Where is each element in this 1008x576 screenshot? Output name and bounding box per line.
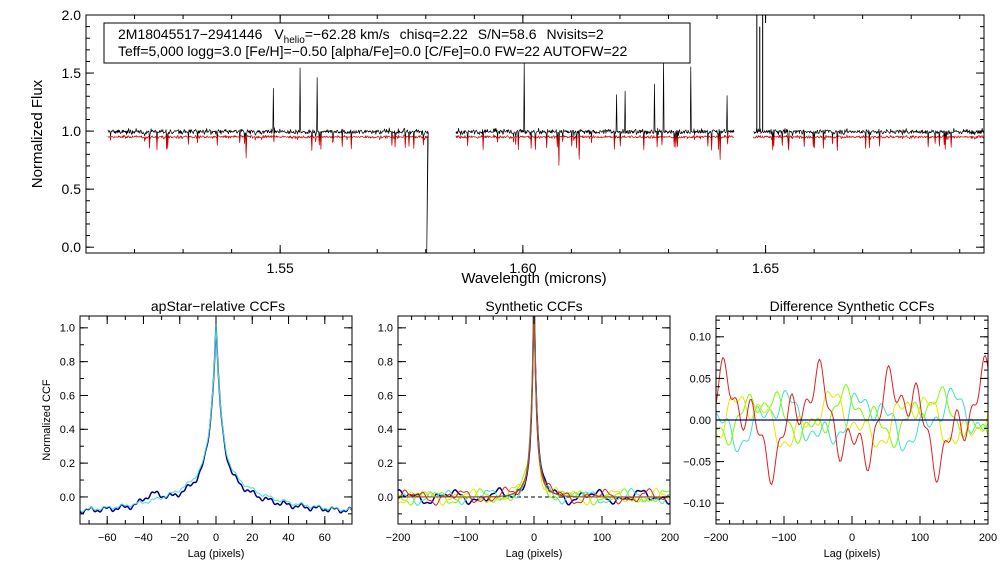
difference-title: Difference Synthetic CCFs [770, 298, 935, 314]
y-tick-label: 0.4 [378, 424, 393, 436]
x-tick-label: −100 [454, 532, 479, 544]
y-tick-label: 0.2 [378, 458, 393, 470]
info-line-2: Teff=5,000 logg=3.0 [Fe/H]=−0.50 [alpha/… [118, 43, 627, 59]
y-tick-label: 0.8 [378, 357, 393, 369]
synthetic-traces [398, 316, 670, 506]
y-tick-label: 0.4 [60, 424, 75, 436]
synthetic-frame [397, 315, 671, 525]
chisq-value: chisq=2.22 [400, 26, 468, 42]
synthetic-ticks: −200 −100 0 100 200 0.0 0.2 0.4 0.6 0.8 1.0 [378, 316, 679, 544]
x-tick-label: 60 [319, 532, 331, 544]
model-spectrum-chip-1 [107, 134, 429, 159]
plot-area [80, 323, 352, 515]
info-box-frame [103, 22, 691, 64]
spectrum-xlabel: Wavelength (microns) [461, 270, 606, 287]
x-tick-label: 0 [849, 532, 855, 544]
y-tick-label: 0.10 [690, 332, 711, 344]
x-tick-label: 0 [213, 532, 219, 544]
difference-traces [716, 354, 988, 485]
observed-spectrum-chip-2 [455, 59, 735, 161]
info-box: 2M18045517−2941446 Vhelio=−62.28 km/s chi… [103, 22, 691, 64]
star-id: 2M18045517−2941446 [118, 26, 263, 42]
x-tick-label: 20 [246, 532, 258, 544]
plot-area [398, 316, 670, 506]
y-tick-label: −0.05 [683, 456, 711, 468]
y-tick-label: 2.0 [62, 7, 82, 23]
y-tick-label: 1.0 [62, 123, 82, 139]
difference-ccf-visit-2 [716, 384, 988, 449]
spectrum-panel: 1.55 1.60 1.65 0.0 0.5 1.0 1.5 2.0 Wavelength (… [29, 7, 985, 287]
apstar-traces [80, 323, 352, 515]
info-line-1: 2M18045517−2941446 Vhelio=−62.28 km/s chi… [118, 26, 604, 46]
x-tick-label: −200 [704, 532, 729, 544]
x-tick-label: −60 [98, 532, 117, 544]
model-spectrum-chip-2 [455, 134, 735, 166]
apstar-ccf-visit-1 [80, 323, 352, 515]
apstar-ylabel: Normalized CCF [41, 379, 53, 461]
y-tick-label: 0.0 [378, 492, 393, 504]
x-tick-label: 40 [282, 532, 294, 544]
difference-ccf-panel: Difference Synthetic CCFs −200 −100 0 100 20… [683, 298, 997, 560]
apstar-ccf-visit-2 [80, 323, 352, 513]
model-spectrum-chip-3 [753, 134, 984, 151]
x-tick-label: 200 [661, 532, 679, 544]
y-tick-label: 0.0 [62, 239, 82, 255]
y-tick-label: 0.0 [60, 492, 75, 504]
apstar-ticks: −60 −40 −20 0 20 40 60 0.0 0.2 0.4 0.6 0.8 1.0 [60, 316, 352, 544]
x-tick-label: 1.60 [509, 260, 536, 276]
x-tick-label: 200 [979, 532, 997, 544]
apstar-xlabel: Lag (pixels) [188, 548, 245, 560]
spectrum-traces [107, 15, 984, 253]
x-tick-label: 0 [531, 532, 537, 544]
plot-area [716, 354, 988, 485]
y-tick-label: 0.6 [378, 390, 393, 402]
spectrum-ylabel: Normalized Flux [29, 79, 46, 188]
synthetic-xlabel: Lag (pixels) [506, 548, 563, 560]
vhelio-value: =−62.28 km/s [305, 26, 390, 42]
spectrum-ticks: 1.55 1.60 1.65 0.0 0.5 1.0 1.5 2.0 [62, 7, 984, 276]
plot-area [107, 15, 984, 253]
y-tick-label: 1.0 [60, 323, 75, 335]
y-tick-label: 0.5 [62, 181, 82, 197]
x-tick-label: −20 [170, 532, 189, 544]
vhelio-sub: helio [284, 35, 306, 46]
synthetic-title: Synthetic CCFs [485, 298, 582, 314]
synthetic-ccf-visit-3 [398, 316, 670, 506]
spectrum-frame [85, 14, 985, 254]
difference-ccf-visit-3 [716, 390, 988, 448]
x-tick-label: −100 [772, 532, 797, 544]
observed-spectrum-chip-1 [107, 67, 429, 253]
snr-value: S/N=58.6 [478, 26, 537, 42]
y-tick-label: 1.0 [378, 323, 393, 335]
observed-spectrum-chip-3 [753, 127, 984, 148]
apstar-frame [79, 315, 353, 525]
difference-ticks: −200 −100 0 100 200 −0.10 −0.05 0.00 0.05 0.10 [683, 316, 997, 544]
x-tick-label: 100 [593, 532, 611, 544]
synthetic-ccf-template [398, 316, 670, 498]
y-tick-label: −0.10 [683, 498, 711, 510]
x-tick-label: 100 [911, 532, 929, 544]
synthetic-ccf-panel: Synthetic CCFs −200 −100 0 100 200 0.0 0.2 0.4 0… [378, 298, 679, 560]
synthetic-ccf-visit-2 [398, 316, 670, 506]
y-tick-label: 0.05 [690, 373, 711, 385]
nvisits-value: Nvisits=2 [547, 26, 604, 42]
y-tick-label: 0.6 [60, 390, 75, 402]
y-tick-label: 0.2 [60, 458, 75, 470]
difference-ccf-visit-1 [716, 387, 988, 453]
y-tick-label: 1.5 [62, 65, 82, 81]
x-tick-label: −40 [134, 532, 153, 544]
y-tick-label: 0.00 [690, 415, 711, 427]
x-tick-label: 1.55 [267, 260, 294, 276]
x-tick-label: 1.65 [752, 260, 779, 276]
y-tick-label: 0.8 [60, 357, 75, 369]
x-tick-label: −200 [386, 532, 411, 544]
difference-ccf-visit-4 [716, 354, 988, 485]
vhelio-prefix: V [274, 26, 284, 42]
apstar-ccf-panel: apStar−relative CCFs −60 −40 −20 0 20 40 60 0.0… [41, 298, 353, 560]
apstar-title: apStar−relative CCFs [151, 298, 285, 314]
difference-xlabel: Lag (pixels) [824, 548, 881, 560]
